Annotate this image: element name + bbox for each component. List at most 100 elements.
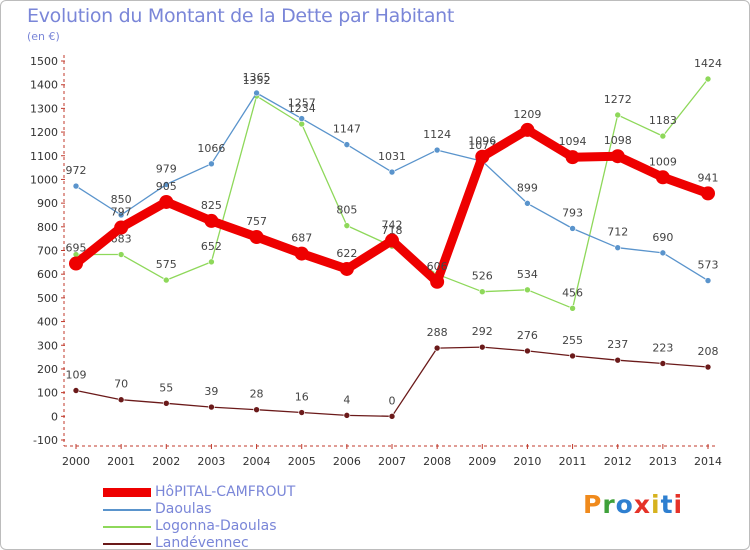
point-logonna-daoulas-2001	[117, 251, 125, 258]
data-label-h-pital-camfrout: 1009	[649, 155, 677, 168]
data-label-h-pital-camfrout: 742	[382, 219, 403, 232]
data-label-daoulas: 850	[111, 193, 132, 206]
data-label-daoulas: 573	[698, 259, 719, 272]
data-label-h-pital-camfrout: 695	[66, 242, 87, 255]
data-label-daoulas: 1124	[423, 128, 451, 141]
point-daoulas-2010	[524, 200, 531, 207]
data-label-daoulas: 899	[517, 181, 538, 194]
point-daoulas-2008	[433, 146, 441, 154]
data-label-h-pital-camfrout: 687	[291, 232, 312, 245]
point-daoulas-2004	[253, 89, 260, 97]
legend-label-landevennec: Landévennec	[155, 535, 249, 550]
point-daoulas-2011	[569, 225, 576, 232]
point-land-vennec-2009	[478, 343, 486, 351]
y-tick-label: 300	[37, 339, 58, 352]
data-label-h-pital-camfrout: 797	[111, 206, 132, 219]
x-tick-label: 2010	[513, 455, 541, 468]
y-tick-label: 500	[37, 292, 58, 305]
data-label-daoulas: 1066	[197, 142, 225, 155]
legend-label-daoulas: Daoulas	[155, 501, 212, 517]
data-label-daoulas: 1365	[243, 71, 271, 84]
x-tick-label: 2007	[378, 455, 406, 468]
data-label-land-vennec: 55	[159, 381, 173, 394]
data-label-h-pital-camfrout: 1098	[604, 134, 632, 147]
point-logonna-daoulas-2011	[569, 304, 576, 312]
point-land-vennec-2013	[659, 360, 667, 367]
chart-unit: (en €)	[27, 30, 60, 43]
point-h-pital-camfrout-2009	[475, 149, 490, 164]
x-tick-label: 2014	[694, 455, 722, 468]
logo-letter: r	[602, 490, 616, 519]
data-label-daoulas: 1147	[333, 123, 361, 136]
point-h-pital-camfrout-2001	[114, 220, 129, 235]
data-label-land-vennec: 237	[607, 338, 628, 351]
point-land-vennec-2007	[388, 413, 396, 420]
x-tick-label: 2006	[333, 455, 361, 468]
y-tick-label: 1100	[30, 150, 58, 163]
x-tick-label: 2013	[649, 455, 677, 468]
series-line-logonna-daoulas	[75, 78, 709, 309]
point-h-pital-camfrout-2004	[249, 229, 264, 244]
data-label-land-vennec: 109	[66, 368, 87, 381]
y-tick-label: 1500	[30, 55, 58, 68]
y-tick-label: 100	[37, 387, 58, 400]
data-label-logonna-daoulas: 718	[382, 224, 403, 237]
x-tick-label: 2009	[468, 455, 496, 468]
point-h-pital-camfrout-2014	[701, 186, 715, 201]
data-label-logonna-daoulas: 456	[562, 286, 583, 299]
data-label-land-vennec: 4	[343, 393, 350, 406]
chart-title: Evolution du Montant de la Dette par Hab…	[27, 5, 455, 27]
y-tick-label: 200	[37, 363, 58, 376]
point-land-vennec-2008	[433, 344, 441, 352]
legend-label-logonna-daoulas: Logonna-Daoulas	[155, 518, 277, 534]
point-land-vennec-2004	[253, 406, 260, 413]
data-label-logonna-daoulas: 1183	[649, 114, 677, 127]
x-tick-label: 2008	[423, 455, 451, 468]
y-tick-label: 1300	[30, 102, 58, 115]
data-label-logonna-daoulas: 1272	[604, 93, 632, 106]
data-label-logonna-daoulas: 1424	[694, 57, 722, 70]
x-tick-label: 2005	[288, 455, 316, 468]
y-tick-label: 400	[37, 316, 58, 329]
logo-letter: i	[673, 490, 684, 519]
point-h-pital-camfrout-2003	[204, 213, 219, 228]
data-label-logonna-daoulas: 1352	[243, 74, 271, 87]
data-label-daoulas: 712	[607, 226, 628, 239]
point-logonna-daoulas-2003	[208, 258, 215, 266]
point-land-vennec-2002	[162, 399, 170, 407]
y-tick-label: 600	[37, 268, 58, 281]
point-land-vennec-2014	[704, 363, 712, 371]
y-tick-label: 0	[51, 410, 58, 423]
point-h-pital-camfrout-2013	[655, 170, 670, 185]
point-h-pital-camfrout-2012	[610, 149, 625, 164]
point-logonna-daoulas-2014	[704, 75, 712, 83]
y-tick-label: 800	[37, 221, 58, 234]
x-tick-label: 2002	[152, 455, 180, 468]
data-label-logonna-daoulas: 534	[517, 268, 538, 281]
data-label-land-vennec: 255	[562, 334, 583, 347]
legend-swatch-landevennec	[103, 543, 151, 545]
point-logonna-daoulas-2013	[659, 132, 667, 140]
point-h-pital-camfrout-2011	[565, 150, 580, 165]
x-tick-label: 2011	[559, 455, 587, 468]
data-label-land-vennec: 28	[250, 388, 264, 401]
data-label-h-pital-camfrout: 1209	[513, 108, 541, 121]
point-h-pital-camfrout-2002	[159, 194, 174, 209]
legend-swatch-daoulas	[103, 509, 151, 511]
point-land-vennec-2005	[298, 409, 306, 416]
data-label-land-vennec: 39	[204, 385, 218, 398]
data-label-daoulas: 1031	[378, 150, 406, 163]
x-tick-label: 2000	[62, 455, 90, 468]
y-tick-label: 900	[37, 197, 58, 210]
point-logonna-daoulas-2002	[162, 276, 170, 284]
point-h-pital-camfrout-2006	[339, 261, 354, 276]
point-h-pital-camfrout-2000	[69, 256, 83, 271]
data-label-land-vennec: 70	[114, 378, 128, 391]
logo-letter: x	[633, 490, 651, 519]
point-daoulas-2014	[704, 277, 712, 284]
point-daoulas-2000	[72, 182, 80, 190]
data-label-h-pital-camfrout: 606	[427, 260, 448, 273]
logo-letter: i	[651, 490, 661, 519]
data-label-logonna-daoulas: 575	[156, 258, 177, 271]
